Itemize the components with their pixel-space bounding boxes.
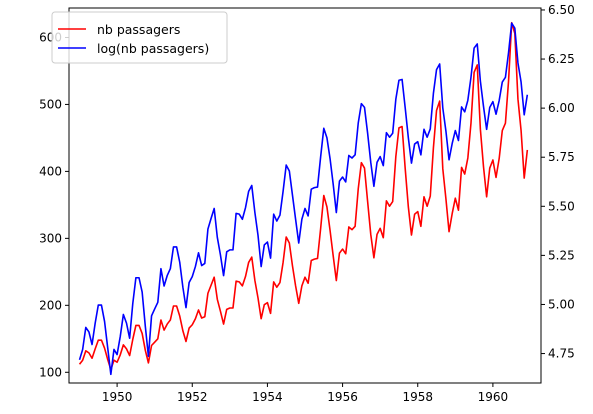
x-tick-label: 1960 [478,390,509,404]
y-right-tick-label: 4.75 [548,347,575,361]
y-right-tick-label: 5.00 [548,297,575,311]
axes-frame [68,7,542,384]
y-right-tick-label: 6.00 [548,101,575,115]
y-axis-right: 4.75 5.00 5.25 5.50 5.75 6.00 6.25 6.50 [541,3,575,361]
plot-area [69,8,541,383]
series-line-nb-passagers [78,21,529,371]
legend: nb passagers log(nb passagers) [51,11,228,64]
y-right-tick-label: 5.25 [548,248,575,262]
y-left-tick-label: 500 [39,97,62,111]
y-left-tick-label: 100 [39,365,62,379]
y-right-tick-label: 5.50 [548,199,575,213]
y-left-tick-label: 400 [39,164,62,178]
x-tick-label: 1958 [402,390,433,404]
y-right-tick-label: 6.25 [548,52,575,66]
x-tick-label: 1950 [102,390,133,404]
legend-label-nb-passagers: nb passagers [97,22,180,37]
x-tick-label: 1954 [252,390,283,404]
legend-box [51,11,228,64]
y-right-tick-label: 6.50 [548,3,575,17]
series-line-log-nb-passagers [78,22,529,376]
legend-label-log-nb-passagers: log(nb passagers) [97,41,209,56]
y-left-tick-label: 200 [39,298,62,312]
y-right-tick-label: 5.75 [548,150,575,164]
x-tick-label: 1952 [177,390,208,404]
x-tick-label: 1956 [327,390,358,404]
series-layer [78,21,529,376]
y-left-tick-label: 300 [39,231,62,245]
x-axis: 1950 1952 1954 1956 1958 1960 [102,383,508,404]
